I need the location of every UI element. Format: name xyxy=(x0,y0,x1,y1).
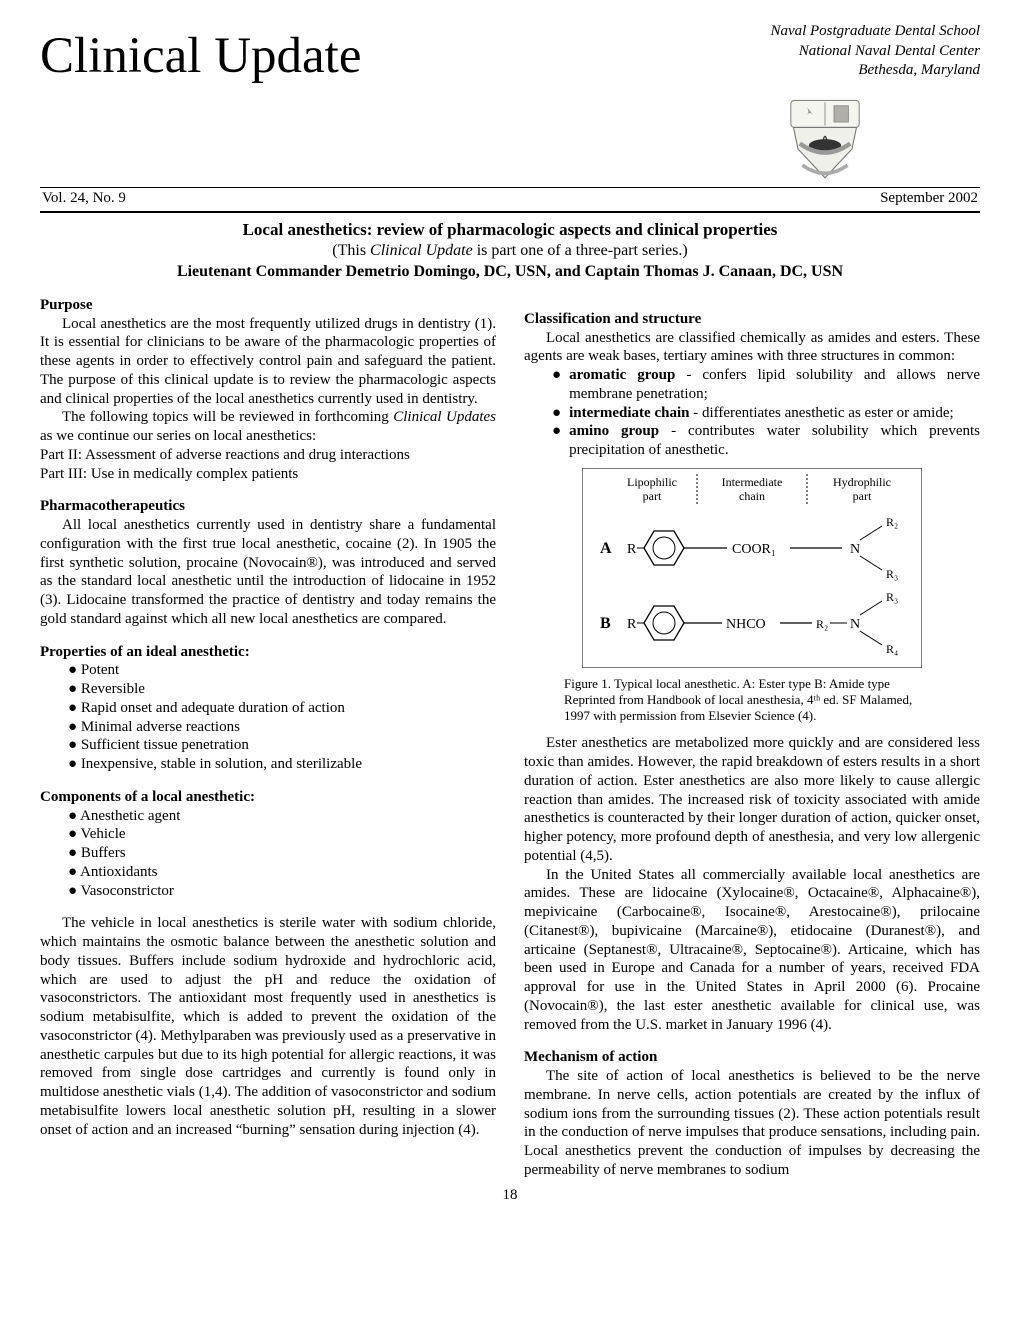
svg-text:Intermediate: Intermediate xyxy=(722,475,783,489)
rule-bottom xyxy=(40,211,980,213)
svg-text:R₃: R₃ xyxy=(886,567,898,581)
org-line-1: Naval Postgraduate Dental School xyxy=(770,22,980,42)
svg-text:R₃: R₃ xyxy=(886,590,898,604)
struct-2-bold: intermediate chain xyxy=(569,405,689,421)
ester-para: Ester anesthetics are metabolized more q… xyxy=(524,734,980,865)
figure-1: Lipophilic part Intermediate chain Hydro… xyxy=(524,468,980,674)
header-org: Naval Postgraduate Dental School Nationa… xyxy=(770,22,980,81)
purpose-heading: Purpose xyxy=(40,296,496,315)
svg-text:R: R xyxy=(627,542,637,557)
article-title: Local anesthetics: review of pharmacolog… xyxy=(40,219,980,240)
org-line-3: Bethesda, Maryland xyxy=(770,61,980,81)
pharma-heading: Pharmacotherapeutics xyxy=(40,497,496,516)
pharma-para-1: All local anesthetics currently used in … xyxy=(40,516,496,629)
svg-text:part: part xyxy=(643,489,662,503)
volume-number: Vol. 24, No. 9 xyxy=(42,189,126,208)
header-row: Clinical Update Naval Postgraduate Denta… xyxy=(40,20,980,89)
structure-list: aromatic group - confers lipid solubilit… xyxy=(524,366,980,460)
svg-text:R₂: R₂ xyxy=(886,515,898,529)
part-3-line: Part III: Use in medically complex patie… xyxy=(40,465,496,484)
list-item: Reversible xyxy=(68,680,496,699)
svg-text:part: part xyxy=(853,489,872,503)
crest-icon xyxy=(780,95,870,185)
org-line-2: National Naval Dental Center xyxy=(770,42,980,62)
main-title: Clinical Update xyxy=(40,25,362,89)
svg-text:B: B xyxy=(600,615,611,632)
svg-text:Hydrophilic: Hydrophilic xyxy=(833,475,891,489)
issue-row: Vol. 24, No. 9 September 2002 xyxy=(40,188,980,208)
purpose-p2-pre: The following topics will be reviewed in… xyxy=(62,409,393,425)
list-item: Minimal adverse reactions xyxy=(68,718,496,737)
list-item: aromatic group - confers lipid solubilit… xyxy=(552,366,980,404)
svg-text:N: N xyxy=(850,542,860,557)
props-list: Potent Reversible Rapid onset and adequa… xyxy=(40,661,496,774)
props-heading: Properties of an ideal anesthetic: xyxy=(40,643,496,662)
us-anesthetics-para: In the United States all commercially av… xyxy=(524,866,980,1035)
columns: Purpose Local anesthetics are the most f… xyxy=(40,296,980,1180)
purpose-para-1: Local anesthetics are the most frequentl… xyxy=(40,315,496,409)
subtitle-pre: (This xyxy=(332,242,370,259)
struct-1-bold: aromatic group xyxy=(569,367,675,383)
comp-list: Anesthetic agent Vehicle Buffers Antioxi… xyxy=(40,807,496,901)
svg-text:NHCO: NHCO xyxy=(726,617,766,632)
class-para-1: Local anesthetics are classified chemica… xyxy=(524,329,980,367)
comp-heading: Components of a local anesthetic: xyxy=(40,788,496,807)
list-item: Anesthetic agent xyxy=(68,807,496,826)
class-heading: Classification and structure xyxy=(524,310,980,329)
list-item: Sufficient tissue penetration xyxy=(68,736,496,755)
subtitle-ital: Clinical Update xyxy=(370,242,473,259)
svg-text:R₂: R₂ xyxy=(816,617,828,631)
purpose-para-2: The following topics will be reviewed in… xyxy=(40,408,496,446)
svg-text:chain: chain xyxy=(739,489,765,503)
svg-text:A: A xyxy=(600,540,612,557)
part-2-line: Part II: Assessment of adverse reactions… xyxy=(40,446,496,465)
list-item: intermediate chain - differentiates anes… xyxy=(552,404,980,423)
list-item: Rapid onset and adequate duration of act… xyxy=(68,699,496,718)
page-number: 18 xyxy=(40,1186,980,1205)
left-column: Purpose Local anesthetics are the most f… xyxy=(40,296,496,1180)
struct-2-text: - differentiates anesthetic as ester or … xyxy=(689,405,953,421)
list-item: Inexpensive, stable in solution, and ste… xyxy=(68,755,496,774)
purpose-p2-ital: Clinical Updates xyxy=(393,409,496,425)
list-item: amino group - contributes water solubili… xyxy=(552,422,980,460)
crest-wrap xyxy=(40,95,870,185)
svg-text:Lipophilic: Lipophilic xyxy=(627,475,677,489)
svg-text:COOR₁: COOR₁ xyxy=(732,542,776,557)
mech-para: The site of action of local anesthetics … xyxy=(524,1067,980,1180)
right-column: Classification and structure Local anest… xyxy=(524,296,980,1180)
figure-1-diagram: Lipophilic part Intermediate chain Hydro… xyxy=(582,468,922,668)
vehicle-para: The vehicle in local anesthetics is ster… xyxy=(40,914,496,1139)
list-item: Vehicle xyxy=(68,825,496,844)
svg-text:R: R xyxy=(627,617,637,632)
mech-heading: Mechanism of action xyxy=(524,1048,980,1067)
article-authors: Lieutenant Commander Demetrio Domingo, D… xyxy=(40,262,980,282)
struct-3-bold: amino group xyxy=(569,423,659,439)
list-item: Potent xyxy=(68,661,496,680)
figure-1-caption: Figure 1. Typical local anesthetic. A: E… xyxy=(564,676,940,725)
svg-text:N: N xyxy=(850,617,860,632)
list-item: Vasoconstrictor xyxy=(68,882,496,901)
svg-text:R₄: R₄ xyxy=(886,642,898,656)
issue-date: September 2002 xyxy=(880,189,978,208)
list-item: Antioxidants xyxy=(68,863,496,882)
subtitle-post: is part one of a three-part series.) xyxy=(473,242,688,259)
list-item: Buffers xyxy=(68,844,496,863)
article-subtitle: (This Clinical Update is part one of a t… xyxy=(40,241,980,261)
purpose-p2-post: as we continue our series on local anest… xyxy=(40,428,316,444)
